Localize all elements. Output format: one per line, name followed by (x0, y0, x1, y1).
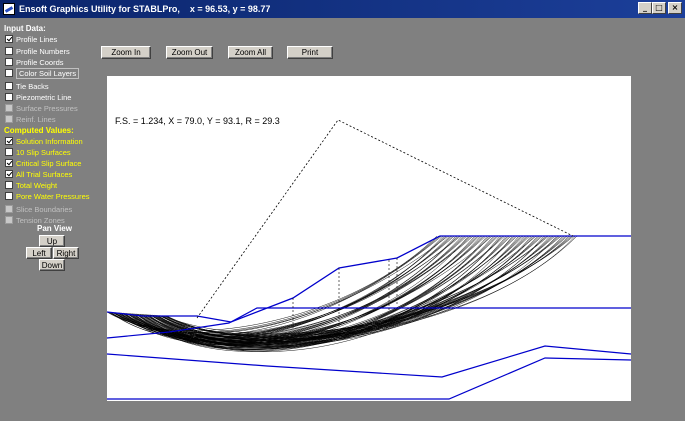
checkbox-solution-information[interactable] (5, 137, 13, 145)
trial-surfaces (107, 235, 578, 352)
trial-slip-surface (134, 235, 502, 352)
minimize-button[interactable]: _ (638, 2, 652, 14)
pan-down-button[interactable]: Down (39, 259, 65, 271)
option-label: Slice Boundaries (16, 204, 73, 214)
option-all-trial-surfaces[interactable]: All Trial Surfaces (5, 169, 72, 179)
checkbox-color-soil-layers[interactable] (5, 69, 13, 77)
checkbox-tie-backs[interactable] (5, 82, 13, 90)
option-profile-lines[interactable]: Profile Lines (5, 34, 57, 44)
option-label: Profile Numbers (16, 46, 70, 56)
option-label: Tie Backs (16, 81, 49, 91)
checkbox-critical-slip-surface[interactable] (5, 159, 13, 167)
checkbox-reinf-lines[interactable] (5, 115, 13, 123)
trial-slip-surface (143, 235, 523, 349)
option-label: Critical Slip Surface (16, 158, 82, 168)
trial-slip-surface (110, 235, 447, 341)
checkbox-total-weight[interactable] (5, 181, 13, 189)
app-icon (3, 3, 15, 15)
checkbox-tension-zones[interactable] (5, 216, 13, 224)
trial-slip-surface (160, 235, 562, 338)
maximize-button[interactable]: □ (652, 2, 666, 14)
trial-slip-surface (141, 235, 518, 346)
print-button[interactable]: Print (287, 46, 333, 59)
pan-left-button[interactable]: Left (26, 247, 52, 259)
critical-circle-radius-line (196, 119, 574, 319)
checkbox-piezometric-line[interactable] (5, 93, 13, 101)
soil-layer-line (107, 307, 631, 339)
close-button[interactable]: × (668, 2, 682, 14)
zoom-out-button[interactable]: Zoom Out (166, 46, 213, 59)
zoom-all-button[interactable]: Zoom All (228, 46, 273, 59)
option-label: Piezometric Line (16, 92, 72, 102)
ground-surface-line (107, 235, 631, 323)
option-pore-water-pressures[interactable]: Pore Water Pressures (5, 191, 90, 201)
option-label: All Trial Surfaces (16, 169, 73, 179)
option-color-soil-layers[interactable]: Color Soil Layers (5, 67, 80, 79)
option-slice-boundaries[interactable]: Slice Boundaries (5, 204, 72, 214)
window-controls: _ □ × (638, 2, 682, 14)
soil-layer-line (107, 345, 631, 378)
trial-slip-surface (146, 235, 530, 345)
option-piezometric-line[interactable]: Piezometric Line (5, 92, 71, 102)
pan-right-button[interactable]: Right (53, 247, 79, 259)
trial-slip-surface (166, 235, 578, 339)
option-label: Reinf. Lines (16, 114, 56, 124)
option-tie-backs[interactable]: Tie Backs (5, 81, 49, 91)
option-tension-zones[interactable]: Tension Zones (5, 215, 65, 225)
option-label: Profile Lines (16, 34, 58, 44)
checkbox-pore-water-pressures[interactable] (5, 192, 13, 200)
computed-values-header: Computed Values: (4, 126, 74, 135)
option-label: Total Weight (16, 180, 58, 190)
option-label: Color Soil Layers (16, 67, 80, 79)
trial-slip-surface (153, 235, 546, 346)
option-critical-slip-surface[interactable]: Critical Slip Surface (5, 158, 81, 168)
plot-canvas[interactable]: F.S. = 1.234, X = 79.0, Y = 93.1, R = 29… (107, 76, 631, 401)
window-title: Ensoft Graphics Utility for STABLPro, x … (19, 4, 271, 14)
pan-up-button[interactable]: Up (39, 235, 65, 247)
option-surface-pressures[interactable]: Surface Pressures (5, 103, 78, 113)
checkbox-profile-coords[interactable] (5, 58, 13, 66)
option-label: Solution Information (16, 136, 83, 146)
trial-slip-surface (152, 235, 543, 344)
checkbox-10-slip-surfaces[interactable] (5, 148, 13, 156)
zoom-in-button[interactable]: Zoom In (101, 46, 151, 59)
solution-information-text: F.S. = 1.234, X = 79.0, Y = 93.1, R = 29… (115, 116, 280, 126)
pan-view-title: Pan View (37, 224, 72, 233)
option-solution-information[interactable]: Solution Information (5, 136, 83, 146)
trial-slip-surface (154, 235, 549, 339)
option-profile-numbers[interactable]: Profile Numbers (5, 46, 70, 56)
slope-plot (107, 119, 631, 400)
input-data-header: Input Data: (4, 24, 46, 33)
trial-slip-surface (138, 235, 512, 351)
soil-layer-line (107, 357, 631, 400)
trial-slip-surface (156, 235, 554, 342)
option-profile-coords[interactable]: Profile Coords (5, 57, 64, 67)
option-total-weight[interactable]: Total Weight (5, 180, 57, 190)
checkbox-profile-numbers[interactable] (5, 47, 13, 55)
option-label: 10 Slip Surfaces (16, 147, 71, 157)
checkbox-profile-lines[interactable] (5, 35, 13, 43)
checkbox-surface-pressures[interactable] (5, 104, 13, 112)
option-label: Pore Water Pressures (16, 191, 90, 201)
option-reinf-lines[interactable]: Reinf. Lines (5, 114, 56, 124)
profile-lines (107, 235, 631, 400)
title-bar: Ensoft Graphics Utility for STABLPro, x … (0, 0, 685, 18)
checkbox-slice-boundaries[interactable] (5, 205, 13, 213)
option-label: Tension Zones (16, 215, 65, 225)
option-10-slip-surfaces[interactable]: 10 Slip Surfaces (5, 147, 71, 157)
trial-slip-surface (158, 235, 557, 344)
slice-markers (292, 258, 398, 328)
checkbox-all-trial-surfaces[interactable] (5, 170, 13, 178)
option-label: Profile Coords (16, 57, 64, 67)
option-label: Surface Pressures (16, 103, 78, 113)
critical-circle-radius (196, 119, 574, 319)
